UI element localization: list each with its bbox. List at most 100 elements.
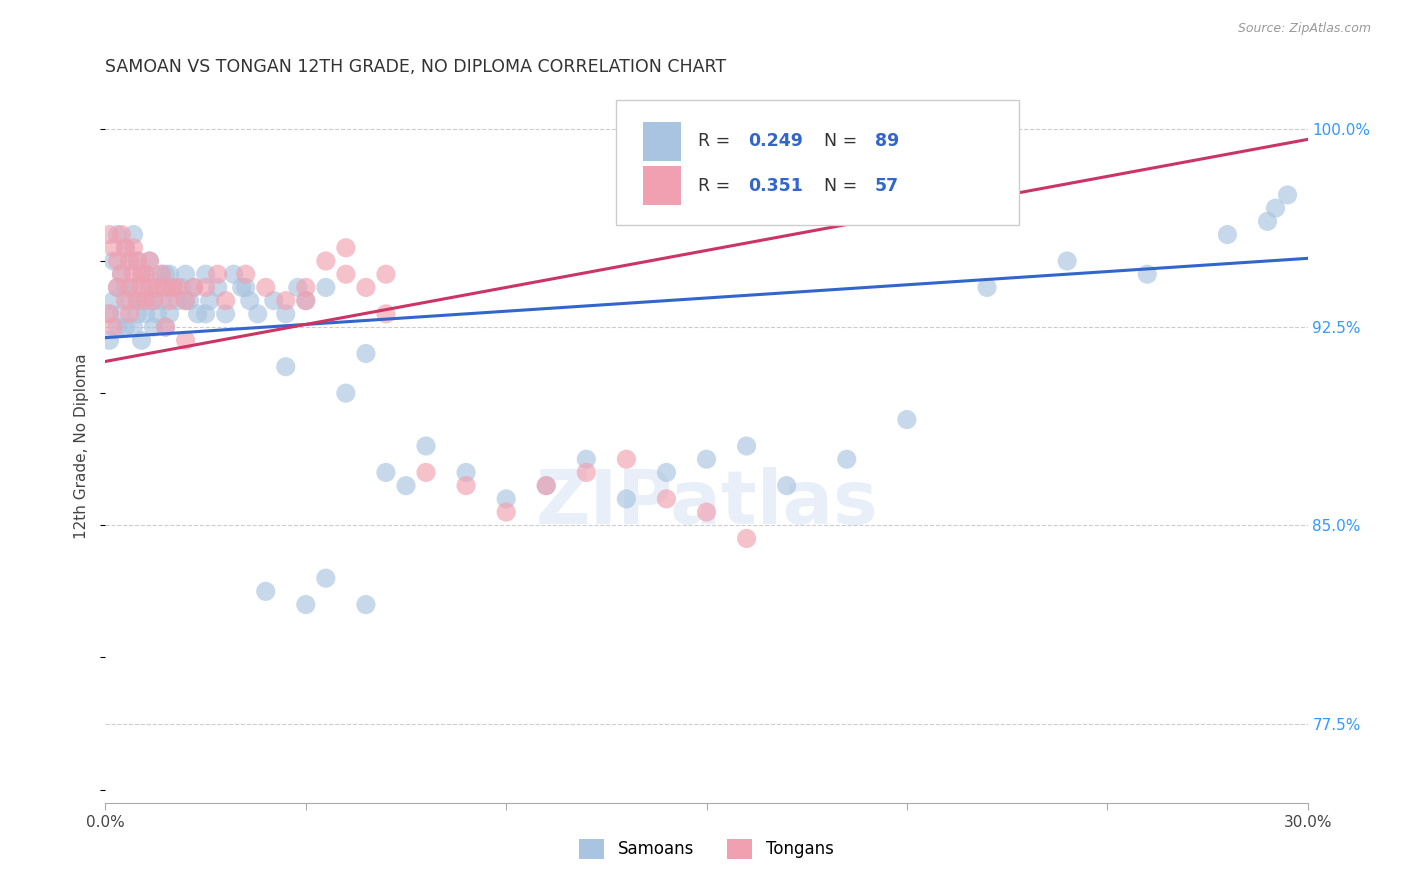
- Point: [103, 254, 125, 268]
- Point: [207, 267, 229, 281]
- Point: [354, 598, 377, 612]
- Point: [114, 280, 136, 294]
- Point: [146, 307, 169, 321]
- Point: [98, 307, 121, 321]
- Point: [1056, 254, 1078, 268]
- Point: [1264, 201, 1286, 215]
- FancyBboxPatch shape: [643, 166, 682, 205]
- Text: 0.249: 0.249: [748, 132, 803, 150]
- Point: [159, 293, 181, 308]
- Point: [142, 320, 165, 334]
- Point: [170, 280, 193, 294]
- Point: [131, 280, 153, 294]
- FancyBboxPatch shape: [616, 100, 1019, 225]
- Point: [135, 267, 157, 281]
- Point: [454, 478, 477, 492]
- Point: [162, 280, 184, 294]
- Point: [295, 280, 318, 294]
- Y-axis label: 12th Grade, No Diploma: 12th Grade, No Diploma: [75, 353, 90, 539]
- Point: [354, 280, 377, 294]
- Point: [655, 466, 678, 480]
- Point: [122, 227, 145, 242]
- Point: [135, 293, 157, 308]
- Point: [214, 307, 236, 321]
- Point: [395, 478, 418, 492]
- Point: [335, 386, 357, 401]
- Point: [295, 293, 318, 308]
- Point: [354, 346, 377, 360]
- Point: [114, 320, 136, 334]
- Point: [166, 293, 188, 308]
- Point: [107, 280, 129, 294]
- Point: [155, 320, 177, 334]
- Point: [150, 267, 173, 281]
- Text: 0.351: 0.351: [748, 177, 803, 194]
- Point: [183, 280, 205, 294]
- Point: [118, 280, 141, 294]
- Point: [122, 320, 145, 334]
- Point: [174, 293, 197, 308]
- Point: [103, 293, 125, 308]
- Point: [127, 254, 149, 268]
- Point: [1277, 188, 1299, 202]
- Point: [155, 320, 177, 334]
- Point: [214, 293, 236, 308]
- Point: [696, 452, 718, 467]
- Point: [415, 439, 437, 453]
- Point: [127, 293, 149, 308]
- Point: [207, 280, 229, 294]
- Point: [194, 267, 217, 281]
- Text: R =: R =: [699, 177, 735, 194]
- Point: [138, 280, 160, 294]
- Point: [162, 280, 184, 294]
- Point: [315, 254, 337, 268]
- Point: [138, 280, 160, 294]
- Point: [315, 571, 337, 585]
- Point: [454, 466, 477, 480]
- Point: [138, 254, 160, 268]
- Point: [103, 241, 125, 255]
- Point: [254, 584, 277, 599]
- Point: [174, 267, 197, 281]
- Point: [159, 267, 181, 281]
- Point: [150, 293, 173, 308]
- Point: [274, 307, 297, 321]
- Text: 57: 57: [875, 177, 898, 194]
- Point: [118, 254, 141, 268]
- Point: [835, 452, 858, 467]
- Point: [374, 307, 398, 321]
- Point: [495, 505, 517, 519]
- Point: [114, 241, 136, 255]
- Point: [374, 466, 398, 480]
- Point: [231, 280, 253, 294]
- Point: [896, 412, 918, 426]
- Point: [110, 267, 132, 281]
- Point: [118, 293, 141, 308]
- Point: [534, 478, 557, 492]
- Point: [146, 280, 169, 294]
- Point: [159, 307, 181, 321]
- Point: [575, 452, 598, 467]
- Point: [655, 491, 678, 506]
- Point: [415, 466, 437, 480]
- Point: [1257, 214, 1279, 228]
- Point: [374, 267, 398, 281]
- Point: [274, 359, 297, 374]
- Point: [274, 293, 297, 308]
- Point: [194, 280, 217, 294]
- Legend: Samoans, Tongans: Samoans, Tongans: [572, 832, 841, 866]
- Point: [495, 491, 517, 506]
- Point: [127, 307, 149, 321]
- Point: [118, 254, 141, 268]
- Point: [114, 293, 136, 308]
- Point: [142, 293, 165, 308]
- Point: [295, 293, 318, 308]
- Point: [976, 280, 998, 294]
- Point: [131, 333, 153, 347]
- Point: [166, 280, 188, 294]
- Point: [1136, 267, 1159, 281]
- Point: [235, 267, 257, 281]
- Point: [194, 307, 217, 321]
- Point: [155, 280, 177, 294]
- Text: N =: N =: [824, 177, 863, 194]
